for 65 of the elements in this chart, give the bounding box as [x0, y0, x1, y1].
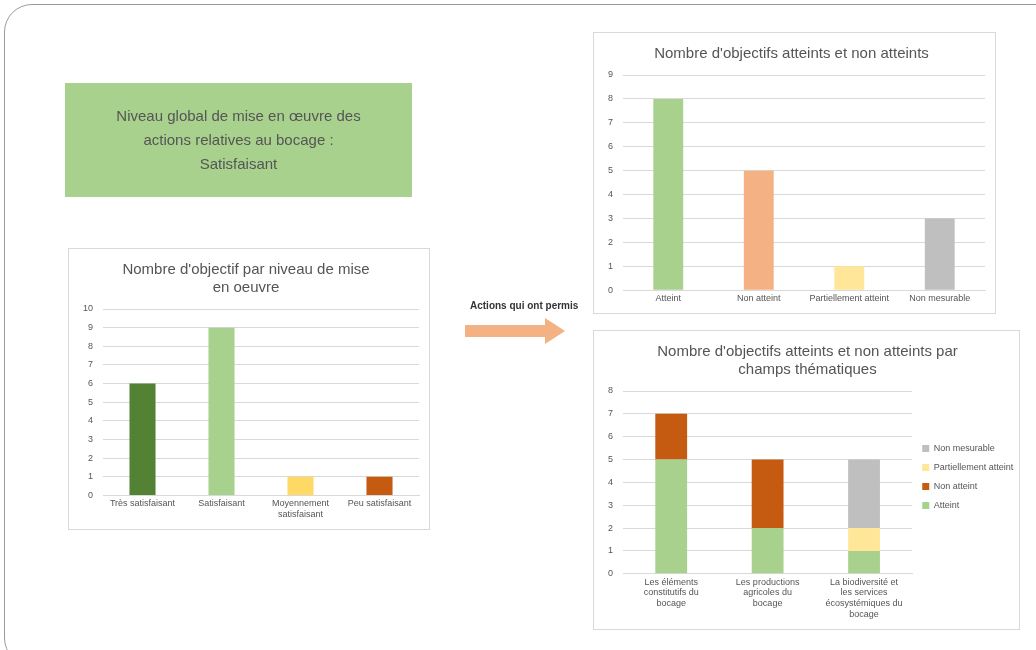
y-tick-label: 5: [607, 454, 614, 465]
bar: [848, 550, 880, 574]
y-tick-label: 6: [607, 431, 614, 442]
text: Satisfaisant: [198, 154, 279, 174]
x-tick-label: Moyennement satisfaisant: [271, 498, 330, 520]
y-tick-label: 8: [607, 385, 614, 396]
y-tick-label: 2: [88, 452, 94, 463]
y-tick-label: 3: [607, 499, 614, 510]
y-tick-label: 0: [607, 284, 614, 295]
bar: [655, 459, 688, 574]
legend-label: Non mesurable: [933, 442, 995, 453]
bar: [208, 327, 235, 495]
y-tick-label: 1: [607, 260, 614, 271]
text: Niveau global de mise en œuvre des actions relatives au bocage :: [115, 106, 362, 150]
x-tick-label: Atteint: [655, 293, 682, 304]
y-tick-label: 0: [88, 489, 94, 500]
x-tick-label: La biodiversité et les services écosystémiques du bocage: [825, 576, 903, 620]
y-tick-label: 0: [607, 568, 614, 579]
y-tick-label: 1: [88, 471, 94, 482]
bar: [848, 459, 880, 529]
y-tick-label: 4: [88, 415, 94, 426]
y-tick-label: 9: [607, 69, 614, 80]
y-tick-label: 10: [83, 303, 94, 314]
x-tick-label: Les productions agricoles du bocage: [735, 576, 800, 609]
x-tick-label: Peu satisfaisant: [347, 498, 412, 509]
y-tick-label: 5: [88, 396, 94, 407]
y-tick-label: 2: [607, 236, 614, 247]
legend-label: Non atteint: [933, 480, 978, 491]
chart-title: Nombre d'objectifs atteints et non atteints par champs thématiques: [657, 342, 958, 378]
x-tick-label: Très satisfaisant: [109, 498, 176, 509]
y-tick-label: 6: [88, 378, 94, 389]
y-tick-label: 4: [607, 476, 614, 487]
bar: [287, 476, 314, 495]
y-tick-label: 1: [607, 545, 614, 556]
y-tick-label: 8: [88, 340, 94, 351]
y-tick-label: 7: [607, 117, 614, 128]
bar: [129, 383, 156, 495]
chart-title: Nombre d'objectif par niveau de mise en oeuvre: [122, 260, 370, 296]
x-tick-label: Non mesurable: [909, 293, 971, 304]
bar: [924, 218, 955, 290]
bar: [848, 528, 880, 551]
y-tick-label: 7: [607, 408, 614, 419]
bar: [655, 413, 688, 460]
chart-title: Nombre d'objectifs atteints et non atteints: [654, 44, 929, 62]
text: Actions qui ont permis: [470, 300, 579, 311]
bar: [743, 170, 774, 290]
bar: [653, 98, 684, 290]
x-tick-label: Les éléments constitutifs du bocage: [643, 576, 699, 609]
bar: [751, 459, 784, 529]
y-tick-label: 6: [607, 141, 614, 152]
y-tick-label: 2: [607, 522, 614, 533]
y-tick-label: 3: [88, 433, 94, 444]
y-tick-label: 8: [607, 93, 614, 104]
y-tick-label: 3: [607, 212, 614, 223]
y-tick-label: 9: [88, 322, 94, 333]
bar: [834, 266, 865, 290]
x-tick-label: Partiellement atteint: [809, 293, 890, 304]
y-tick-label: 4: [607, 189, 614, 200]
x-tick-label: Satisfaisant: [198, 498, 246, 509]
bar: [751, 528, 784, 574]
bar: [366, 476, 393, 495]
y-tick-label: 7: [88, 359, 94, 370]
x-tick-label: Non atteint: [736, 293, 782, 304]
y-tick-label: 5: [607, 165, 614, 176]
legend-label: Partiellement atteint: [933, 461, 1014, 472]
